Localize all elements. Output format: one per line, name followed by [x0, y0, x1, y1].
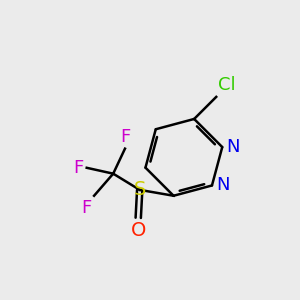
- Text: N: N: [227, 138, 240, 156]
- Text: O: O: [130, 221, 146, 240]
- Text: N: N: [216, 176, 230, 194]
- Text: F: F: [82, 199, 92, 217]
- Text: S: S: [134, 180, 146, 200]
- Text: F: F: [74, 159, 84, 177]
- Text: Cl: Cl: [218, 76, 235, 94]
- Text: F: F: [120, 128, 130, 146]
